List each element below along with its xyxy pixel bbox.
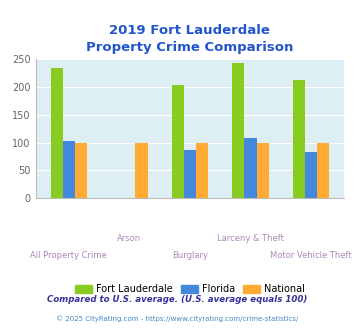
Bar xyxy=(196,143,208,198)
Bar xyxy=(232,63,245,198)
Bar xyxy=(51,68,63,198)
Bar xyxy=(293,80,305,198)
Bar xyxy=(172,85,184,198)
Bar xyxy=(257,143,269,198)
Bar xyxy=(245,138,257,198)
Text: Motor Vehicle Theft: Motor Vehicle Theft xyxy=(270,251,352,260)
Bar xyxy=(184,150,196,198)
Title: 2019 Fort Lauderdale
Property Crime Comparison: 2019 Fort Lauderdale Property Crime Comp… xyxy=(86,24,294,54)
Text: Compared to U.S. average. (U.S. average equals 100): Compared to U.S. average. (U.S. average … xyxy=(47,295,308,304)
Bar xyxy=(305,152,317,198)
Text: Arson: Arson xyxy=(117,234,141,243)
Bar xyxy=(75,143,87,198)
Bar xyxy=(135,143,148,198)
Bar xyxy=(317,143,329,198)
Text: All Property Crime: All Property Crime xyxy=(31,251,107,260)
Text: Larceny & Theft: Larceny & Theft xyxy=(217,234,284,243)
Legend: Fort Lauderdale, Florida, National: Fort Lauderdale, Florida, National xyxy=(71,280,309,298)
Text: Burglary: Burglary xyxy=(172,251,208,260)
Bar xyxy=(63,142,75,198)
Text: © 2025 CityRating.com - https://www.cityrating.com/crime-statistics/: © 2025 CityRating.com - https://www.city… xyxy=(56,315,299,322)
